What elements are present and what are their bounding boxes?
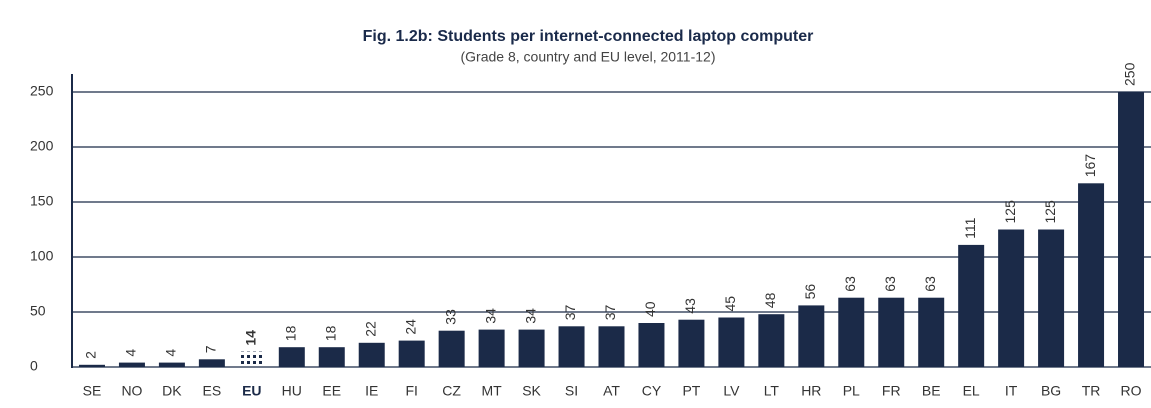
x-tick-label: MT	[482, 383, 503, 399]
y-tick-label: 0	[30, 358, 38, 374]
bar	[878, 297, 905, 367]
x-tick-label: CZ	[442, 383, 461, 399]
chart-subtitle: (Grade 8, country and EU level, 2011-12)	[461, 49, 716, 65]
x-tick-label: FR	[882, 383, 901, 399]
bar	[638, 323, 665, 367]
value-label: 4	[123, 349, 139, 357]
value-label: 7	[203, 345, 219, 353]
x-tick-label: DK	[162, 383, 182, 399]
x-tick-label: EL	[963, 383, 980, 399]
bar	[78, 364, 105, 367]
bar	[678, 319, 705, 367]
x-tick-label: HU	[282, 383, 302, 399]
value-label: 2	[83, 351, 99, 359]
y-tick-label: 50	[30, 303, 46, 319]
y-tick-label: 100	[30, 248, 54, 264]
value-label: 63	[842, 276, 858, 292]
x-tick-label: TR	[1082, 383, 1101, 399]
bar	[838, 297, 865, 367]
x-tick-label: BE	[922, 383, 941, 399]
bar	[278, 347, 305, 367]
bar	[718, 317, 745, 367]
x-tick-label: SE	[83, 383, 102, 399]
bar	[558, 326, 585, 367]
x-tick-label: AT	[603, 383, 620, 399]
x-tick-label: HR	[801, 383, 821, 399]
x-tick-label: RO	[1121, 383, 1142, 399]
bar	[798, 305, 825, 367]
x-tick-label: LV	[723, 383, 740, 399]
value-label: 33	[442, 309, 458, 325]
value-label: 43	[682, 298, 698, 314]
value-label: 111	[962, 217, 978, 238]
value-label: 18	[322, 325, 338, 341]
bar	[158, 362, 185, 367]
bar	[438, 330, 465, 367]
value-label: 34	[522, 308, 538, 324]
x-tick-label: SK	[522, 383, 541, 399]
value-label: 37	[562, 305, 578, 321]
value-label: 125	[1042, 200, 1058, 224]
x-tick-label: EU	[242, 383, 261, 399]
x-tick-label: PL	[843, 383, 860, 399]
bar	[758, 314, 785, 367]
value-label: 125	[1002, 200, 1018, 224]
value-label: 37	[602, 305, 618, 321]
bar	[918, 297, 945, 367]
bar	[998, 229, 1025, 367]
x-tick-label: FI	[405, 383, 417, 399]
value-label: 45	[722, 296, 738, 312]
x-tick-label: BG	[1041, 383, 1061, 399]
value-label: 48	[762, 292, 778, 308]
bar	[118, 362, 145, 367]
x-tick-label: SI	[565, 383, 578, 399]
bar	[198, 359, 225, 367]
bar	[1118, 92, 1145, 367]
bar	[518, 329, 545, 367]
x-tick-label: EE	[322, 383, 341, 399]
bar	[478, 329, 505, 367]
value-label: 4	[163, 349, 179, 357]
bar	[398, 340, 425, 367]
x-tick-label: LT	[764, 383, 780, 399]
bar	[358, 342, 385, 367]
value-label: 63	[922, 276, 938, 292]
value-label: 63	[882, 276, 898, 292]
value-label: 167	[1082, 154, 1098, 178]
bar	[598, 326, 625, 367]
value-label: 22	[362, 321, 378, 337]
bar	[958, 244, 985, 367]
y-tick-label: 200	[30, 138, 54, 154]
x-tick-label: IE	[365, 383, 378, 399]
value-label: 250	[1122, 62, 1138, 86]
value-label: 18	[282, 325, 298, 341]
x-tick-label: CY	[642, 383, 662, 399]
bar	[1078, 183, 1105, 367]
bar	[318, 347, 345, 367]
bar	[1038, 229, 1065, 367]
value-label: 40	[642, 301, 658, 317]
chart-title: Fig. 1.2b: Students per internet-connect…	[363, 28, 814, 45]
y-tick-label: 250	[30, 83, 54, 99]
x-tick-label: ES	[203, 383, 222, 399]
value-label: 14	[243, 330, 259, 346]
x-tick-label: PT	[682, 383, 700, 399]
bar	[238, 351, 265, 367]
x-tick-label: NO	[121, 383, 142, 399]
value-label: 56	[802, 284, 818, 300]
value-label: 34	[482, 308, 498, 324]
x-tick-label: IT	[1005, 383, 1018, 399]
y-tick-label: 150	[30, 193, 54, 209]
value-label: 24	[402, 319, 418, 335]
